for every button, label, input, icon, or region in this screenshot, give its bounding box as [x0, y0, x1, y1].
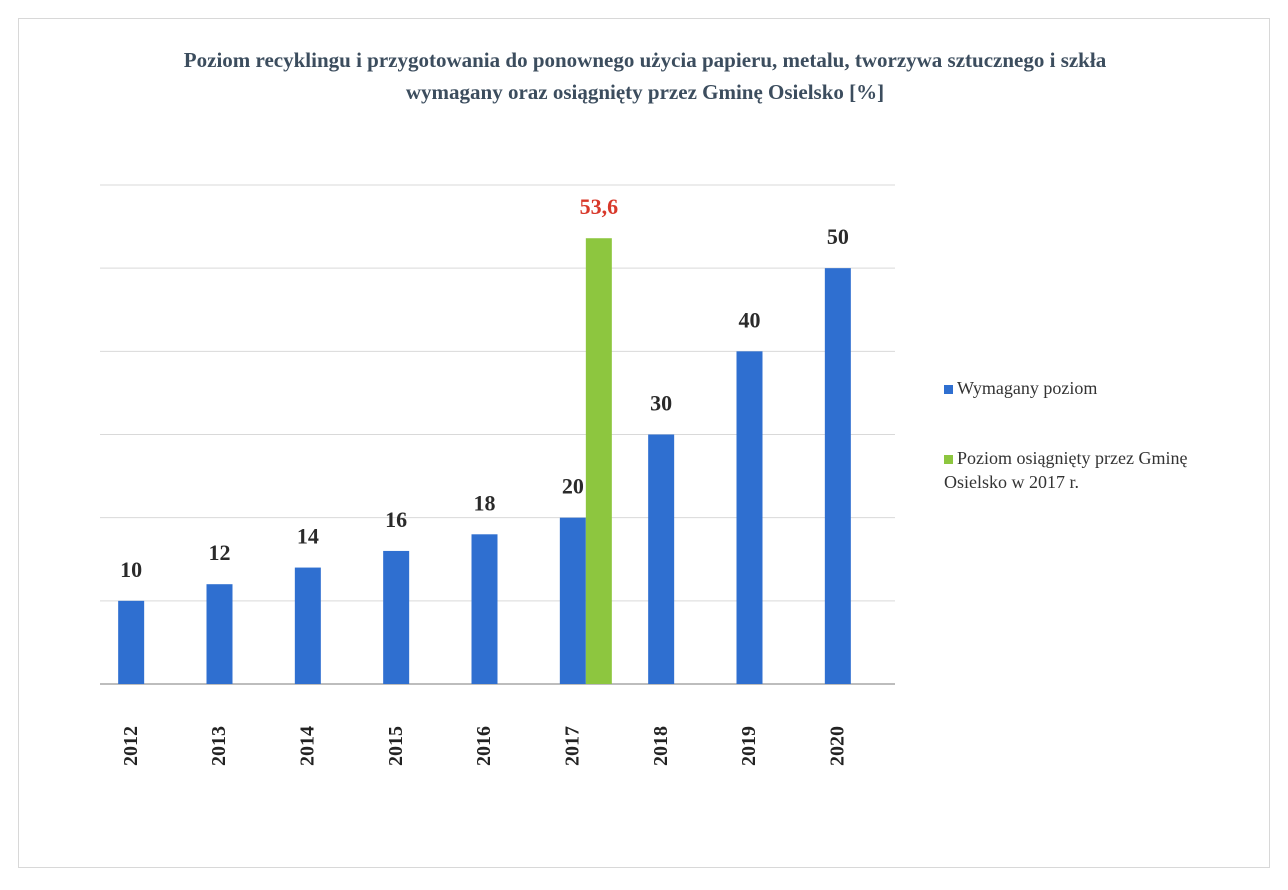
bar — [648, 434, 675, 684]
bar — [824, 268, 851, 684]
data-label: 50 — [827, 224, 849, 249]
bar — [585, 238, 612, 684]
x-tick-label: 2019 — [738, 726, 760, 766]
data-label: 20 — [562, 474, 584, 499]
data-label: 10 — [120, 557, 142, 582]
x-tick-label: 2018 — [650, 726, 672, 766]
bar — [559, 517, 586, 684]
data-label: 12 — [209, 540, 231, 565]
chart-frame — [18, 18, 1270, 868]
data-label: 16 — [385, 507, 407, 532]
x-tick-label: 2014 — [296, 726, 318, 766]
legend-swatch — [944, 455, 953, 464]
data-label: 18 — [474, 490, 496, 515]
data-label: 53,6 — [580, 194, 619, 219]
legend-item: Poziom osiągnięty przez Gminę Osielsko w… — [944, 446, 1224, 494]
x-tick-label: 2020 — [826, 726, 848, 766]
x-tick-label: 2013 — [208, 726, 230, 766]
legend-item: Wymagany poziom — [944, 376, 1224, 400]
legend-swatch — [944, 385, 953, 394]
data-label: 40 — [739, 307, 761, 332]
bar — [383, 550, 410, 684]
legend-label: Poziom osiągnięty przez Gminę Osielsko w… — [944, 448, 1188, 492]
data-label: 30 — [650, 391, 672, 416]
x-tick-label: 2012 — [120, 726, 142, 766]
bar — [294, 567, 321, 684]
data-label: 14 — [297, 524, 319, 549]
bar — [206, 584, 233, 684]
bar — [736, 351, 763, 684]
chart-title: Poziom recyklingu i przygotowania do pon… — [183, 48, 1107, 104]
x-tick-label: 2016 — [473, 726, 495, 766]
x-tick-label: 2017 — [561, 726, 583, 766]
x-tick-label: 2015 — [385, 726, 407, 766]
legend-label: Wymagany poziom — [957, 378, 1098, 398]
bar — [118, 600, 145, 684]
bar — [471, 534, 498, 684]
